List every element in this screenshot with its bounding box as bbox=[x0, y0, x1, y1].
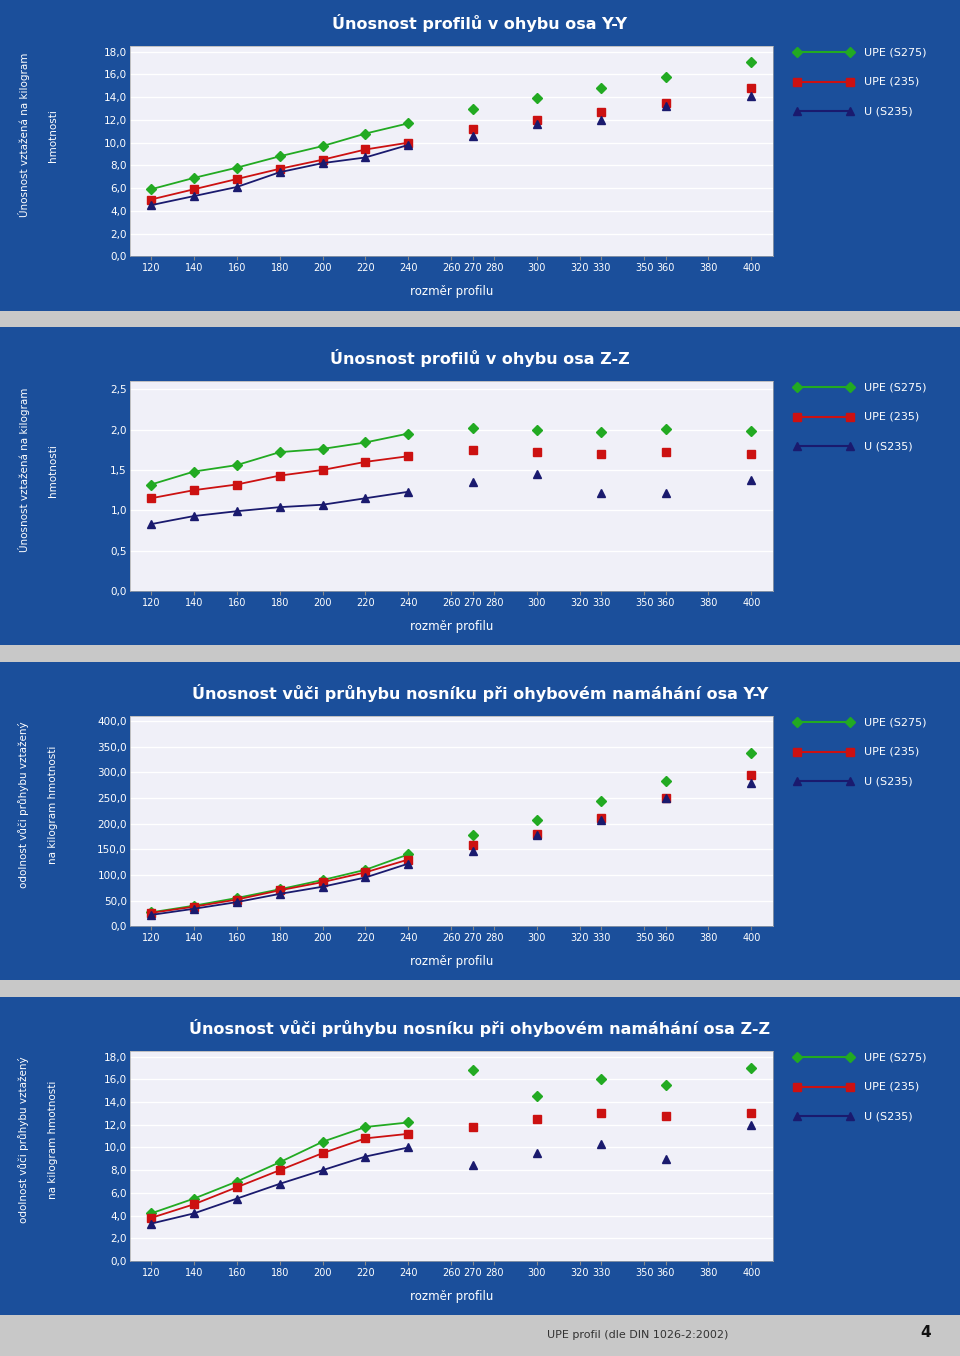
Text: UPE (S275): UPE (S275) bbox=[864, 47, 926, 57]
Text: UPE (S275): UPE (S275) bbox=[864, 1052, 926, 1062]
Text: odolnost vůči průhybu vztažený: odolnost vůči průhybu vztažený bbox=[18, 721, 30, 888]
Text: U (S235): U (S235) bbox=[864, 1111, 913, 1121]
Text: UPE (235): UPE (235) bbox=[864, 412, 920, 422]
Text: Únosnost vůči průhybu nosníku při ohybovém namáhání osa Z-Z: Únosnost vůči průhybu nosníku při ohybov… bbox=[189, 1018, 771, 1037]
Text: Únosnost vůči průhybu nosníku při ohybovém namáhání osa Y-Y: Únosnost vůči průhybu nosníku při ohybov… bbox=[192, 683, 768, 702]
Text: na kilogram hmotnosti: na kilogram hmotnosti bbox=[48, 1081, 58, 1199]
Text: UPE profil (dle DIN 1026-2:2002): UPE profil (dle DIN 1026-2:2002) bbox=[547, 1330, 729, 1340]
Text: Únosnost profilů v ohybu osa Y-Y: Únosnost profilů v ohybu osa Y-Y bbox=[332, 14, 628, 33]
Text: U (S235): U (S235) bbox=[864, 776, 913, 786]
Text: UPE (S275): UPE (S275) bbox=[864, 717, 926, 727]
Text: Únosnost vztažená na kilogram: Únosnost vztažená na kilogram bbox=[18, 53, 30, 217]
Text: odolnost vůči průhybu vztažený: odolnost vůči průhybu vztažený bbox=[18, 1056, 30, 1223]
Text: rozměr profilu: rozměr profilu bbox=[410, 1290, 492, 1303]
Text: rozměr profilu: rozměr profilu bbox=[410, 285, 492, 298]
Text: Únosnost vztažená na kilogram: Únosnost vztažená na kilogram bbox=[18, 388, 30, 552]
Text: Únosnost profilů v ohybu osa Z-Z: Únosnost profilů v ohybu osa Z-Z bbox=[330, 348, 630, 367]
Text: hmotnosti: hmotnosti bbox=[48, 443, 58, 496]
Text: UPE (S275): UPE (S275) bbox=[864, 382, 926, 392]
Text: U (S235): U (S235) bbox=[864, 106, 913, 117]
Text: hmotnosti: hmotnosti bbox=[48, 108, 58, 161]
Text: UPE (235): UPE (235) bbox=[864, 77, 920, 87]
Text: UPE (235): UPE (235) bbox=[864, 747, 920, 757]
Text: UPE (235): UPE (235) bbox=[864, 1082, 920, 1092]
Text: 4: 4 bbox=[921, 1325, 931, 1340]
Text: rozměr profilu: rozměr profilu bbox=[410, 620, 492, 633]
Text: na kilogram hmotnosti: na kilogram hmotnosti bbox=[48, 746, 58, 864]
Text: U (S235): U (S235) bbox=[864, 441, 913, 452]
Text: rozměr profilu: rozměr profilu bbox=[410, 955, 492, 968]
